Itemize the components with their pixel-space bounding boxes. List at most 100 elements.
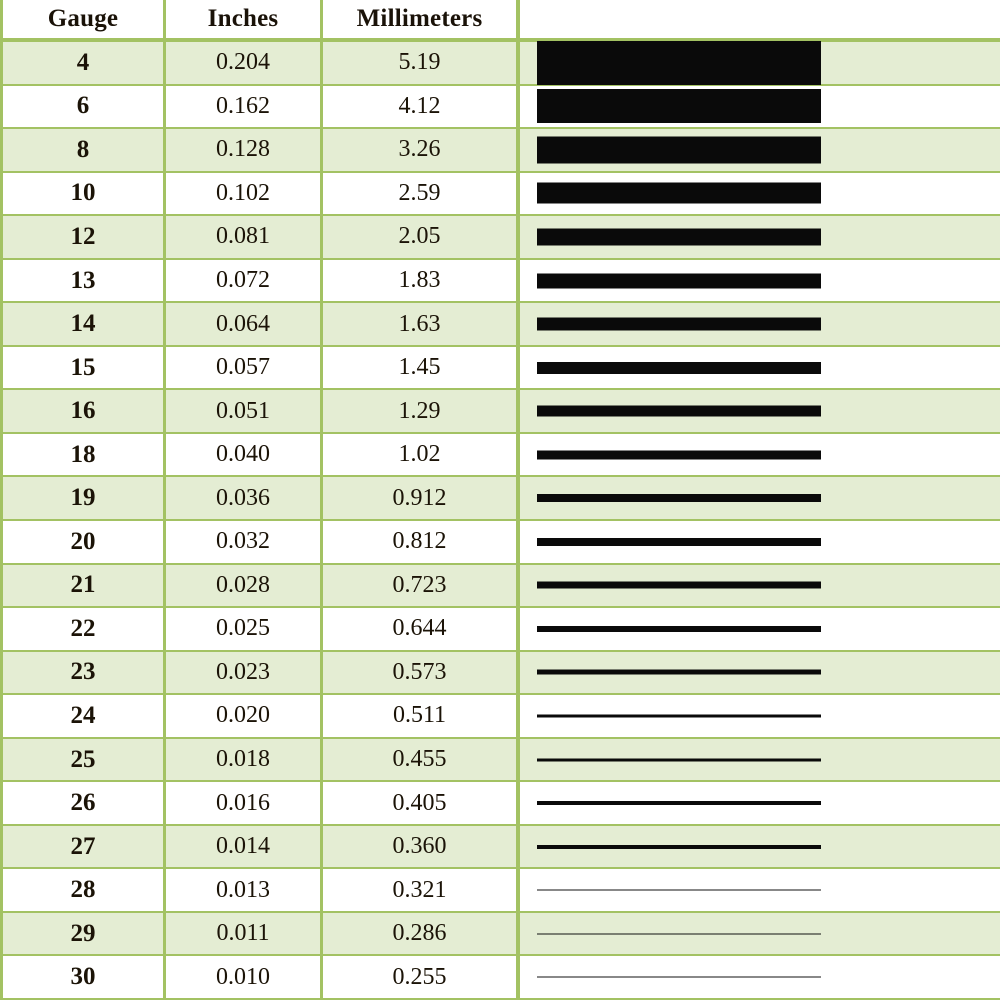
cell-millimeters-value: 1.45 [398, 354, 441, 381]
cell-gauge: 19 [3, 477, 166, 520]
cell-cross-section-dot [821, 86, 1000, 128]
cell-inches-value: 0.040 [216, 441, 270, 468]
cell-thickness-bar [520, 129, 821, 171]
cell-inches-value: 0.057 [216, 354, 270, 381]
cell-millimeters: 0.405 [323, 782, 520, 824]
cell-gauge: 26 [3, 782, 166, 824]
cell-thickness-bar [520, 826, 821, 868]
cell-thickness-bar [520, 390, 821, 432]
thickness-bar-icon [537, 317, 821, 331]
cell-millimeters-value: 0.644 [392, 615, 447, 642]
thickness-bar-icon [537, 494, 821, 503]
cell-millimeters-value: 0.286 [392, 920, 447, 947]
cell-millimeters-value: 0.573 [392, 658, 447, 685]
cell-millimeters-value: 0.912 [392, 484, 447, 511]
cell-inches: 0.162 [166, 85, 323, 128]
cell-cross-section-dot [821, 695, 1000, 737]
cell-cross-section-dot [821, 565, 1000, 607]
thickness-bar-icon [537, 537, 821, 546]
cell-gauge: 16 [3, 390, 166, 432]
cell-millimeters-value: 1.29 [398, 397, 441, 424]
cell-cross-section-dot [821, 390, 1000, 432]
cell-gauge-value: 18 [70, 440, 96, 468]
cell-millimeters: 0.511 [323, 695, 520, 737]
cell-inches: 0.028 [166, 564, 323, 607]
cell-inches: 0.040 [166, 433, 323, 476]
column-header-thickness-bar [520, 0, 821, 38]
table-row: 27 0.014 0.360 [3, 825, 1000, 870]
cell-gauge: 13 [3, 259, 166, 302]
cell-inches: 0.064 [166, 303, 323, 345]
cell-millimeters-value: 0.812 [392, 528, 447, 555]
cell-inches: 0.014 [166, 825, 323, 868]
cell-cross-section-dot [821, 173, 1000, 215]
cell-cross-section-dot [821, 956, 1000, 998]
cell-thickness-bar [520, 173, 821, 215]
cell-inches-value: 0.011 [216, 920, 270, 947]
cell-inches: 0.032 [166, 521, 323, 563]
cell-millimeters-value: 5.19 [398, 49, 441, 76]
cell-inches: 0.018 [166, 738, 323, 781]
cell-thickness-bar [520, 434, 821, 476]
column-header-millimeters-label: Millimeters [356, 5, 483, 32]
table-row: 20 0.032 0.812 [3, 521, 1000, 565]
cell-gauge: 6 [3, 85, 166, 128]
cell-millimeters: 0.912 [323, 477, 520, 520]
column-header-gauge: Gauge [3, 0, 166, 38]
cell-gauge: 30 [3, 956, 166, 999]
cell-inches-value: 0.016 [216, 789, 270, 816]
cell-millimeters: 0.573 [323, 651, 520, 694]
cell-inches-value: 0.051 [216, 397, 270, 424]
cell-gauge: 18 [3, 433, 166, 476]
thickness-bar-icon [537, 889, 821, 891]
cell-gauge-value: 27 [70, 832, 96, 860]
cell-cross-section-dot [821, 477, 1000, 519]
cell-inches: 0.128 [166, 129, 323, 171]
cell-millimeters: 1.02 [323, 433, 520, 476]
cell-gauge-value: 15 [70, 353, 96, 381]
table-row: 28 0.013 0.321 [3, 869, 1000, 913]
cell-inches-value: 0.102 [216, 179, 270, 206]
thickness-bar-icon [537, 758, 821, 762]
cell-millimeters: 0.255 [323, 956, 520, 999]
table-row: 14 0.064 1.63 [3, 303, 1000, 347]
cell-inches: 0.204 [166, 42, 323, 84]
cell-millimeters-value: 3.26 [398, 136, 441, 163]
table-row: 22 0.025 0.644 [3, 608, 1000, 652]
table-row: 8 0.128 3.26 [3, 129, 1000, 173]
cell-gauge-value: 26 [70, 789, 96, 817]
cell-gauge: 25 [3, 738, 166, 781]
cell-thickness-bar [520, 303, 821, 345]
thickness-bar-icon [537, 976, 821, 978]
cell-millimeters-value: 4.12 [398, 92, 441, 119]
cell-millimeters: 0.360 [323, 825, 520, 868]
table-row: 24 0.020 0.511 [3, 695, 1000, 739]
cell-millimeters: 0.455 [323, 738, 520, 781]
cell-millimeters: 2.59 [323, 172, 520, 215]
cell-inches-value: 0.036 [216, 484, 270, 511]
cell-cross-section-dot [821, 434, 1000, 476]
cell-inches: 0.081 [166, 216, 323, 258]
cell-gauge: 8 [3, 129, 166, 171]
cell-millimeters-value: 0.511 [392, 702, 447, 729]
cell-inches: 0.023 [166, 651, 323, 694]
cell-gauge-value: 20 [70, 527, 96, 555]
table-row: 6 0.162 4.12 [3, 85, 1000, 130]
cell-cross-section-dot [821, 260, 1000, 302]
cell-millimeters: 0.644 [323, 608, 520, 650]
cell-gauge: 12 [3, 216, 166, 258]
cell-inches-value: 0.064 [216, 310, 270, 337]
cell-millimeters: 1.45 [323, 346, 520, 389]
cell-thickness-bar [520, 477, 821, 519]
thickness-bar-icon [537, 361, 821, 374]
cell-millimeters: 2.05 [323, 216, 520, 258]
cell-inches: 0.013 [166, 869, 323, 911]
cell-inches-value: 0.013 [216, 876, 270, 903]
cell-gauge: 24 [3, 695, 166, 737]
cell-thickness-bar [520, 695, 821, 737]
cell-cross-section-dot [821, 303, 1000, 345]
cell-thickness-bar [520, 782, 821, 824]
column-header-gauge-label: Gauge [47, 5, 119, 32]
cell-millimeters: 0.286 [323, 912, 520, 955]
